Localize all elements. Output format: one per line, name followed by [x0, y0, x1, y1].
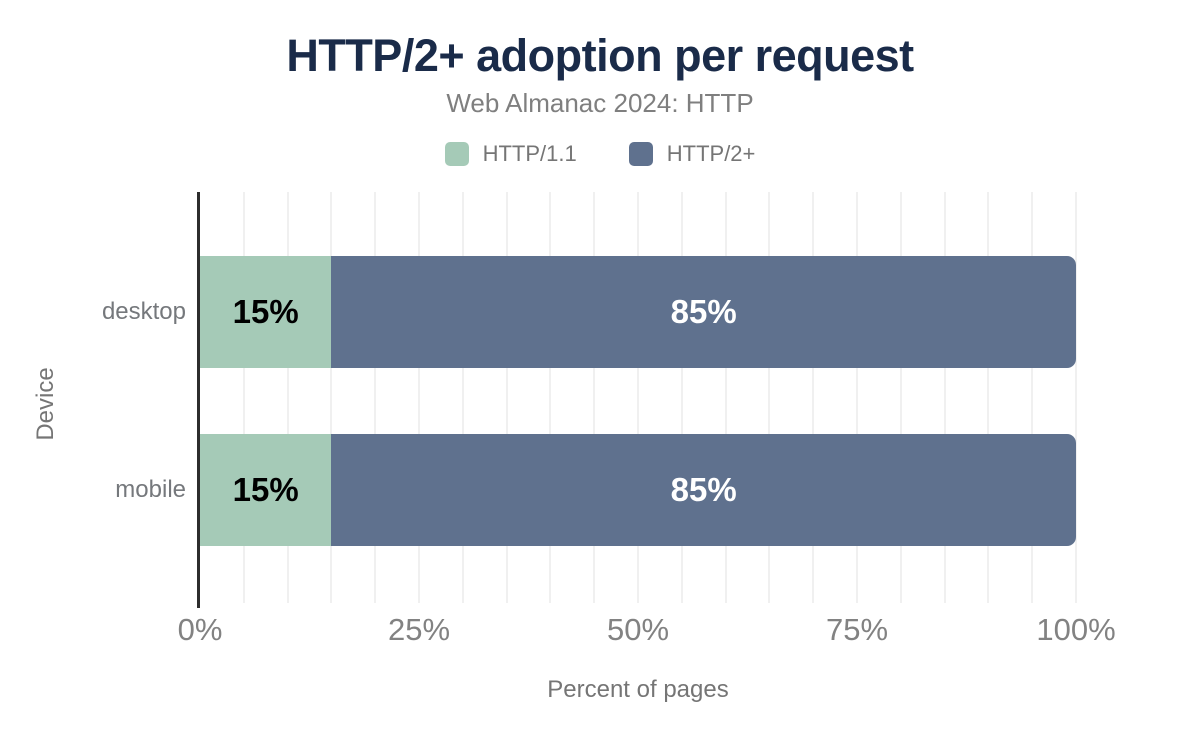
- bar-value-label: 85%: [670, 293, 737, 330]
- legend-swatch-icon: [628, 142, 653, 166]
- minor-gridline: [549, 192, 552, 603]
- minor-gridline: [286, 192, 289, 603]
- chart-subtitle: Web Almanac 2024: HTTP: [446, 88, 754, 118]
- bar-segment-desktop-http-1-1: 15%: [200, 256, 332, 368]
- minor-gridline: [505, 192, 508, 603]
- bar-mobile: 15% 85%: [200, 434, 1076, 546]
- y-axis-line: [197, 192, 200, 608]
- bar-desktop: 15% 85%: [200, 256, 1076, 368]
- x-axis-ticks: 0% 25% 50% 75% 100%: [178, 612, 1116, 648]
- bar-value-label: 15%: [232, 293, 299, 330]
- bar-segment-mobile-http-2-: 85%: [331, 434, 1076, 546]
- bar-segment-desktop-http-2-: 85%: [331, 256, 1076, 368]
- y-axis-title: Device: [32, 367, 59, 441]
- minor-gridline: [418, 192, 420, 603]
- x-axis-title: Percent of pages: [547, 676, 729, 703]
- minor-gridline: [724, 192, 727, 603]
- legend-item-http-1-1: HTTP/1.1: [444, 141, 577, 167]
- chart-title: HTTP/2+ adoption per request: [286, 30, 914, 81]
- legend-label: HTTP/1.1: [482, 141, 577, 166]
- minor-gridline: [1031, 192, 1034, 603]
- legend-label: HTTP/2+: [666, 141, 756, 166]
- x-tick-0pct: 0%: [177, 612, 223, 647]
- minor-gridline: [374, 192, 377, 603]
- minor-gridline: [856, 192, 858, 603]
- legend-item-http-2-: HTTP/2+: [628, 141, 756, 167]
- minor-gridline: [812, 192, 815, 603]
- x-tick-25pct: 25%: [387, 612, 451, 647]
- bar-value-label: 85%: [670, 471, 737, 508]
- minor-gridline: [461, 192, 464, 603]
- category-label-desktop: desktop: [101, 298, 186, 325]
- minor-gridline: [593, 192, 596, 603]
- x-tick-75pct: 75%: [825, 612, 889, 647]
- legend-swatch-icon: [444, 142, 469, 166]
- minor-gridline: [637, 192, 639, 603]
- minor-gridline: [768, 192, 771, 603]
- category-label-mobile: mobile: [115, 476, 186, 503]
- minor-gridline: [680, 192, 683, 603]
- minor-gridline: [1075, 192, 1077, 603]
- bar-value-label: 15%: [232, 471, 299, 508]
- minor-gridline: [330, 192, 333, 603]
- minor-gridline: [987, 192, 990, 603]
- minor-gridline: [899, 192, 902, 603]
- x-tick-50pct: 50%: [606, 612, 670, 647]
- legend: HTTP/1.1 HTTP/2+: [0, 141, 1200, 167]
- minor-gridline: [242, 192, 245, 603]
- plot-area: 15% 85% 15% 85%: [200, 192, 1077, 608]
- bar-segment-mobile-http-1-1: 15%: [200, 434, 332, 546]
- x-tick-100pct: 100%: [1036, 612, 1116, 647]
- minor-gridline: [943, 192, 946, 603]
